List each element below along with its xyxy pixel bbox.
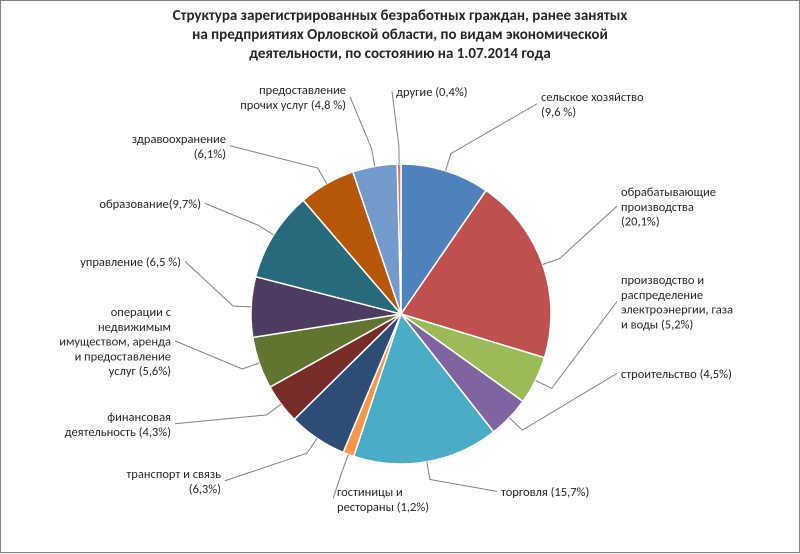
leader-line <box>230 146 327 184</box>
slice-label: предоставлениепрочих услуг (4,8 %) <box>240 83 346 113</box>
slice-label: строительство (4,5%) <box>621 367 732 382</box>
leader-line <box>446 104 537 171</box>
slice-label: здравоохранение(6,1%) <box>132 132 226 162</box>
leader-line <box>427 462 497 492</box>
slice-label: производство ираспределениеэлектроэнерги… <box>621 273 733 332</box>
chart-frame: Структура зарегистрированных безработных… <box>0 0 800 553</box>
title-line: деятельности, по состоянию на 1.07.2014 … <box>249 45 551 63</box>
slice-label: другие (0,4%) <box>396 85 468 100</box>
slice-label: финансоваядеятельность (4,3%) <box>65 410 171 440</box>
slice-label: управление (6,5 %) <box>80 255 181 270</box>
leader-line <box>350 97 375 167</box>
leader-line <box>543 206 617 264</box>
slice-label: образование(9,7%) <box>99 197 201 212</box>
pie-chart: сельское хозяйство(9,6 %) обрабатывающиеп… <box>1 79 800 549</box>
slice-label: торговля (15,7%) <box>501 485 589 500</box>
slice-label: сельское хозяйство(9,6 %) <box>541 90 644 120</box>
slice-label: транспорт и связь(6,3%) <box>126 467 221 497</box>
title-line: на предприятиях Орловской области, по ви… <box>192 26 608 44</box>
leader-line <box>392 91 399 164</box>
slice-label: операции снедвижимымимуществом, арендаи … <box>59 305 171 379</box>
leader-line <box>175 404 281 424</box>
leader-line <box>175 341 259 369</box>
leader-line <box>225 438 317 480</box>
chart-title: Структура зарегистрированных безработных… <box>1 7 799 63</box>
leader-line <box>205 203 274 234</box>
slice-label: гостиницы ирестораны (1,2%) <box>337 485 429 515</box>
leader-line <box>185 261 251 307</box>
title-line: Структура зарегистрированных безработных… <box>173 7 628 25</box>
slice-label: обрабатывающиепроизводства(20,1%) <box>621 185 716 230</box>
